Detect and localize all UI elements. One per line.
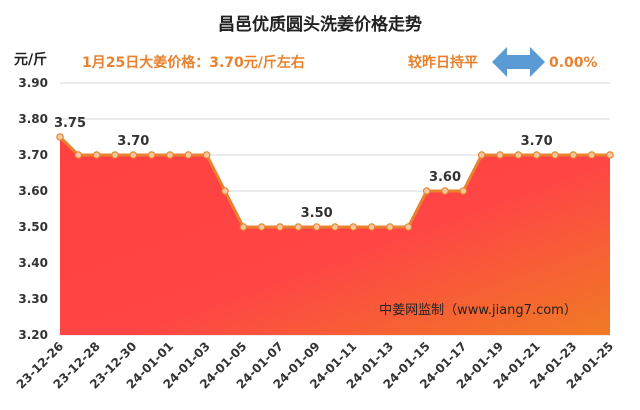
data-point xyxy=(294,223,303,231)
data-point xyxy=(74,151,83,159)
data-point xyxy=(477,151,486,159)
y-tick-label: 3.50 xyxy=(18,220,48,234)
y-tick-label: 3.40 xyxy=(18,256,48,270)
chart-title: 昌邑优质圆头洗姜价格走势 xyxy=(218,14,422,35)
data-label: 3.75 xyxy=(54,116,86,131)
data-point xyxy=(129,151,138,159)
data-label: 3.70 xyxy=(521,134,553,149)
data-point xyxy=(514,151,523,159)
data-point xyxy=(166,151,174,159)
data-point xyxy=(459,187,468,195)
data-point xyxy=(312,223,321,231)
data-point xyxy=(606,151,614,159)
y-axis: 3.20 3.30 3.40 3.50 3.60 3.70 3.80 3.90 xyxy=(18,76,48,342)
y-tick-label: 3.60 xyxy=(18,184,48,198)
x-axis: 23-12-2623-12-2823-12-3024-01-0124-01-03… xyxy=(14,339,616,391)
data-point xyxy=(404,223,413,231)
data-point xyxy=(276,223,284,231)
data-point xyxy=(184,151,193,159)
data-label: 3.50 xyxy=(301,206,333,221)
data-point xyxy=(587,151,596,159)
data-point xyxy=(551,151,559,159)
data-label: 3.70 xyxy=(117,134,149,149)
change-value: 0.00% xyxy=(549,55,598,71)
data-point xyxy=(331,223,339,231)
data-point xyxy=(111,151,119,159)
data-point xyxy=(202,151,211,159)
data-labels: 3.75 3.70 3.50 3.60 3.70 xyxy=(54,116,553,221)
data-point xyxy=(349,223,358,231)
data-point xyxy=(92,151,101,159)
data-point xyxy=(532,151,541,159)
data-point xyxy=(569,151,578,159)
data-point xyxy=(367,223,376,231)
double-arrow-icon xyxy=(492,47,545,77)
data-point xyxy=(441,187,449,195)
data-point xyxy=(422,187,431,195)
y-axis-unit: 元/斤 xyxy=(14,51,47,68)
data-points xyxy=(56,133,614,231)
data-point xyxy=(386,223,394,231)
data-point xyxy=(257,223,266,231)
source-credit: 中姜网监制（www.jiang7.com） xyxy=(379,303,577,318)
data-point xyxy=(496,151,504,159)
data-label: 3.60 xyxy=(429,170,461,185)
change-label: 较昨日持平 xyxy=(408,54,478,71)
price-note: 1月25日大姜价格：3.70元/斤左右 xyxy=(82,54,305,71)
price-area xyxy=(60,137,610,335)
data-point xyxy=(147,151,156,159)
data-point xyxy=(56,133,64,141)
y-tick-label: 3.20 xyxy=(18,328,48,342)
y-tick-label: 3.90 xyxy=(18,76,48,90)
y-tick-label: 3.30 xyxy=(18,292,48,306)
y-tick-label: 3.80 xyxy=(18,112,48,126)
y-tick-label: 3.70 xyxy=(18,148,48,162)
data-point xyxy=(239,223,248,231)
data-point xyxy=(221,187,229,195)
